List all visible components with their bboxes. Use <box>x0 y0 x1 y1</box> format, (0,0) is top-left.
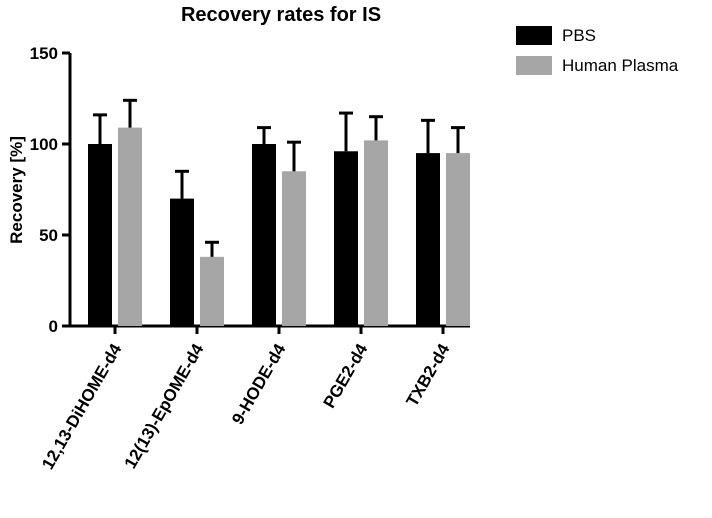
x-tick-label: 12(13)-EpOME-d4 <box>121 340 208 472</box>
bar <box>252 144 276 326</box>
error-bars <box>93 98 465 257</box>
y-tick-label: 150 <box>30 44 58 63</box>
chart-title: Recovery rates for IS <box>181 4 381 26</box>
legend-label: PBS <box>562 26 596 45</box>
legend-label: Human Plasma <box>562 56 679 75</box>
legend-swatch <box>516 56 552 75</box>
y-axis-label: Recovery [%] <box>7 136 26 244</box>
bar <box>170 198 194 326</box>
bar <box>282 171 306 326</box>
bar <box>446 153 470 326</box>
x-tick-label: PGE2-d4 <box>320 340 372 411</box>
bar <box>118 127 142 327</box>
bar <box>334 151 358 326</box>
bars <box>88 127 470 327</box>
bar <box>200 256 224 326</box>
bar <box>88 144 112 326</box>
bar <box>416 153 440 326</box>
bar <box>364 140 388 326</box>
y-tick-label: 100 <box>30 135 58 154</box>
x-tick-label: TXB2-d4 <box>403 340 454 410</box>
legend: PBS Human Plasma <box>516 26 679 75</box>
y-tick-label: 50 <box>39 226 58 245</box>
x-tick-label: 12,13-DiHOME-d4 <box>38 340 126 473</box>
legend-swatch <box>516 26 552 45</box>
x-tick-label: 9-HODE-d4 <box>228 340 290 428</box>
y-tick-label: 0 <box>49 317 58 336</box>
